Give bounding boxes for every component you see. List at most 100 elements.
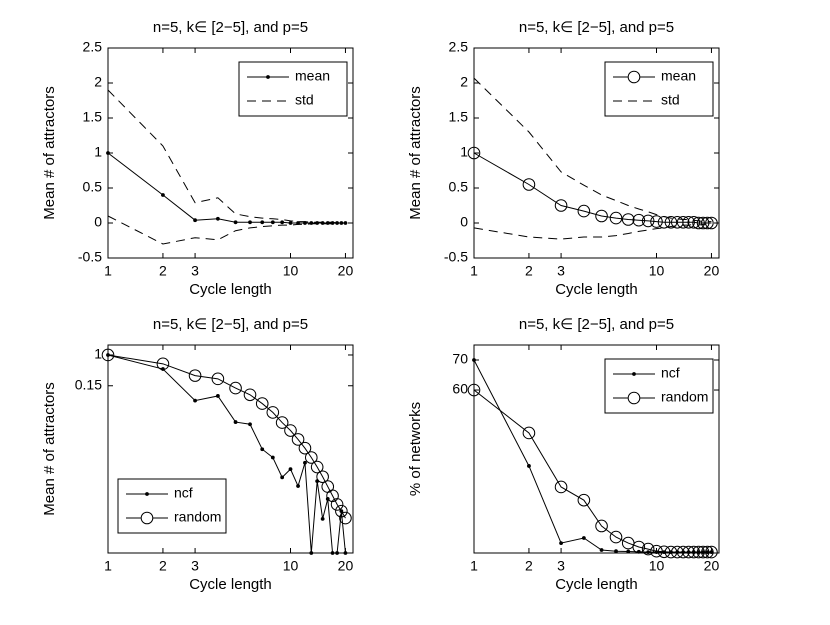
y-tick-label: 1 — [460, 144, 468, 160]
axes: n=5, k∈ [2−5], and p=5 Cycle length Mean #… — [407, 19, 720, 298]
y-tick-label: 60 — [452, 381, 468, 397]
point — [626, 549, 631, 554]
point — [266, 406, 280, 419]
point — [288, 467, 293, 472]
legend-label: mean — [661, 68, 696, 84]
y-tick-label: 0 — [94, 214, 102, 230]
x-tick-label: 20 — [704, 263, 720, 279]
point — [156, 357, 170, 371]
x-tick-label: 2 — [525, 558, 533, 574]
point — [303, 460, 307, 465]
x-tick-label: 3 — [557, 263, 565, 279]
point — [193, 218, 197, 223]
legend-label: random — [174, 509, 221, 525]
point — [522, 426, 536, 440]
legend-label: ncf — [661, 365, 680, 381]
point — [682, 545, 695, 559]
x-axis-label: Cycle length — [189, 576, 272, 593]
point — [284, 424, 297, 437]
point — [243, 388, 257, 402]
point — [270, 220, 275, 225]
x-tick-label: 3 — [191, 263, 199, 279]
legend-box — [604, 61, 714, 117]
legend-marker — [627, 70, 641, 84]
legend-marker — [266, 75, 270, 79]
point — [664, 216, 678, 229]
point — [260, 220, 265, 225]
series-line — [107, 354, 346, 554]
point — [701, 216, 714, 230]
axes: n=5, k∈ [2−5], and p=5 Cycle length % of n… — [407, 316, 720, 593]
y-tick-label: 1 — [94, 144, 102, 160]
point — [609, 211, 623, 225]
chart-title: n=5, k∈ [2−5], and p=5 — [519, 316, 674, 333]
x-tick-label: 20 — [704, 558, 720, 574]
point — [581, 536, 586, 540]
point — [233, 220, 238, 225]
axes: n=5, k∈ [2−5], and p=5 Cycle length Mean #… — [41, 316, 354, 593]
axes-frame — [107, 47, 354, 259]
point — [614, 549, 618, 554]
point — [705, 545, 718, 559]
x-tick-label: 2 — [159, 263, 167, 279]
y-tick-label: 2 — [460, 74, 468, 90]
legend-label: mean — [295, 68, 330, 84]
x-tick-label: 10 — [283, 263, 299, 279]
x-tick-label: 10 — [649, 263, 665, 279]
legend-box — [238, 61, 348, 117]
x-tick-label: 20 — [338, 263, 354, 279]
point — [687, 216, 701, 229]
spread-line — [473, 77, 712, 223]
point — [599, 548, 604, 552]
point — [522, 178, 536, 191]
y-axis-label: Mean # of attractors — [407, 86, 424, 219]
x-tick-label: 3 — [557, 558, 565, 574]
point — [650, 215, 663, 228]
point — [682, 216, 695, 229]
point — [211, 372, 225, 386]
point — [305, 451, 318, 464]
point — [320, 516, 325, 521]
point — [280, 220, 285, 225]
y-tick-label: 0.5 — [449, 179, 469, 195]
y-tick-label: 70 — [452, 351, 468, 367]
spread-line — [107, 215, 346, 245]
point — [701, 545, 714, 559]
point — [692, 545, 705, 559]
point — [641, 214, 655, 228]
x-tick-label: 10 — [649, 558, 665, 574]
point — [577, 204, 591, 218]
legend-label: ncf — [174, 485, 193, 501]
point — [339, 511, 352, 525]
legend-label: std — [295, 92, 314, 108]
point — [687, 545, 701, 559]
y-tick-label: 2.5 — [449, 39, 469, 55]
x-tick-label: 1 — [104, 263, 112, 279]
y-tick-label: 2 — [94, 74, 102, 90]
point — [233, 420, 238, 424]
point — [270, 455, 275, 460]
x-tick-label: 3 — [191, 558, 199, 574]
legend-marker — [632, 372, 636, 376]
y-axis-label: Mean # of attractors — [41, 382, 58, 515]
legend-label: std — [661, 92, 680, 108]
chart-title: n=5, k∈ [2−5], and p=5 — [153, 19, 308, 36]
point — [315, 221, 320, 225]
point — [310, 460, 324, 474]
x-tick-label: 2 — [525, 263, 533, 279]
x-tick-label: 1 — [470, 558, 478, 574]
point — [193, 398, 197, 403]
axes-frame — [473, 344, 720, 554]
y-tick-label: 1 — [94, 346, 102, 362]
axes-frame — [473, 47, 720, 259]
point — [676, 216, 690, 229]
chart-title: n=5, k∈ [2−5], and p=5 — [519, 19, 674, 36]
point — [554, 199, 568, 212]
y-tick-label: -0.5 — [78, 249, 102, 265]
y-tick-label: 0.5 — [83, 179, 103, 195]
spread-line — [473, 223, 712, 240]
x-tick-label: 1 — [104, 558, 112, 574]
point — [325, 221, 330, 225]
point — [316, 470, 329, 484]
y-axis-label: Mean # of attractors — [41, 86, 58, 219]
